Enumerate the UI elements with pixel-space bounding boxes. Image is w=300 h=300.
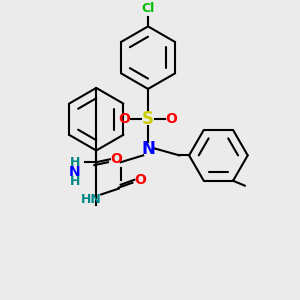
Text: O: O [134,173,146,187]
Text: N: N [69,165,81,179]
Text: HN: HN [81,193,102,206]
Text: O: O [110,152,122,166]
Text: Cl: Cl [141,2,155,15]
Text: S: S [142,110,154,128]
Text: O: O [166,112,177,126]
Text: N: N [141,140,155,158]
Text: O: O [119,112,130,126]
Text: H: H [70,175,80,188]
Text: H: H [70,156,80,169]
